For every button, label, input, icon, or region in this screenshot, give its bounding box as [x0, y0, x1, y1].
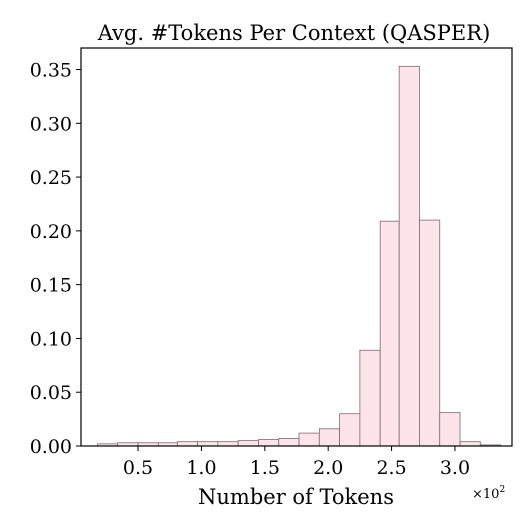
x-tick-label: 1.0	[186, 457, 216, 479]
x-tick-label: 0.5	[123, 457, 153, 479]
histogram-bar-7	[237, 440, 259, 447]
x-tick-label: 3.0	[440, 457, 470, 479]
histogram-bar-10	[298, 432, 320, 447]
y-tick-label: 0.05	[30, 382, 72, 404]
histogram-bar-18	[459, 441, 481, 447]
x-tick-label: 2.0	[313, 457, 343, 479]
histogram-bar-4	[176, 441, 199, 447]
x-tick-label: 1.5	[250, 457, 280, 479]
y-tick-label: 0.20	[30, 221, 72, 243]
x-axis: 0.5 1.0 1.5 2.0 2.5 3.0	[123, 446, 470, 479]
plot-frame	[80, 47, 513, 447]
histogram-bar-12	[339, 413, 361, 447]
x-axis-label: Number of Tokens	[198, 485, 394, 509]
histogram-bar-15	[398, 65, 420, 447]
x-axis-multiplier-exponent: 2	[499, 485, 505, 495]
y-tick-label: 0.25	[30, 167, 72, 189]
histogram-bar-13	[359, 349, 381, 447]
y-tick-label: 0.30	[30, 113, 72, 135]
histogram-bar-6	[217, 441, 239, 447]
chart-title: Avg. #Tokens Per Context (QASPER)	[97, 21, 491, 45]
y-tick-label: 0.00	[30, 436, 72, 458]
histogram-bar-16	[419, 219, 441, 447]
histogram-bar-8	[258, 439, 280, 447]
y-tick-label: 0.15	[30, 275, 72, 297]
bars-group	[97, 65, 501, 447]
histogram-bar-14	[379, 220, 400, 447]
y-axis: 0.00 0.05 0.10 0.15 0.20 0.25 0.30 0.35	[30, 60, 81, 458]
x-axis-multiplier: ×102	[472, 485, 505, 502]
x-tick-label: 2.5	[376, 457, 406, 479]
histogram-bar-9	[278, 438, 300, 447]
y-tick-label: 0.35	[30, 60, 72, 82]
histogram-bar-17	[439, 412, 461, 447]
histogram-bar-5	[197, 441, 219, 447]
histogram-bar-11	[318, 428, 341, 447]
y-tick-label: 0.10	[30, 328, 72, 350]
